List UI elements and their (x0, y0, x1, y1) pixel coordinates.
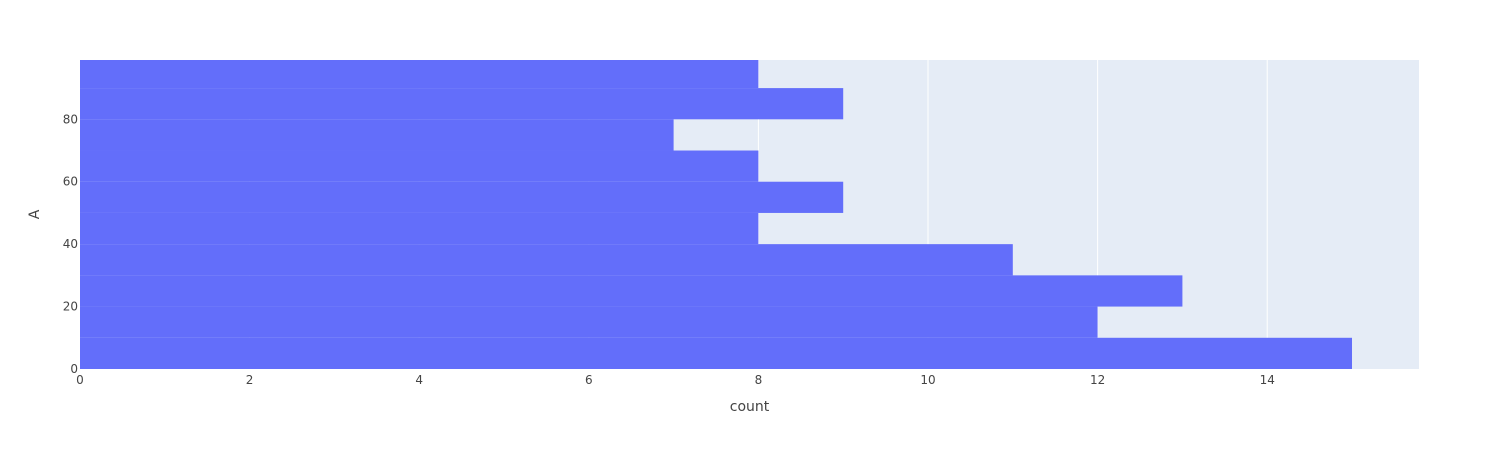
y-tick-label: 60 (63, 175, 78, 189)
histogram-bar (80, 337, 1353, 369)
x-axis-title: count (730, 399, 770, 415)
histogram-bar (80, 212, 759, 245)
histogram-bar (80, 275, 1183, 307)
y-tick-labels: 0 20 40 60 80 (63, 112, 78, 376)
x-tick-label: 0 (76, 373, 84, 387)
histogram-bar (80, 244, 1013, 276)
y-tick-label: 80 (63, 112, 78, 126)
x-tick-label: 6 (585, 373, 593, 387)
bars (80, 60, 1353, 369)
x-tick-label: 10 (920, 373, 935, 387)
x-tick-label: 4 (415, 373, 423, 387)
y-axis-title: A (27, 209, 43, 219)
histogram-bar (80, 119, 674, 151)
y-tick-label: 0 (70, 362, 78, 376)
y-tick-label: 20 (63, 300, 78, 314)
x-tick-label: 8 (755, 373, 763, 387)
histogram-bar (80, 60, 759, 89)
histogram-bar (80, 150, 759, 182)
y-tick-label: 40 (63, 237, 78, 251)
x-tick-label: 14 (1260, 373, 1275, 387)
histogram-bar (80, 181, 844, 213)
histogram-bar (80, 88, 844, 120)
histogram-bar (80, 306, 1098, 338)
x-tick-label: 12 (1090, 373, 1105, 387)
x-tick-label: 2 (246, 373, 254, 387)
x-tick-labels: 0 2 4 6 8 10 12 14 (76, 373, 1275, 387)
